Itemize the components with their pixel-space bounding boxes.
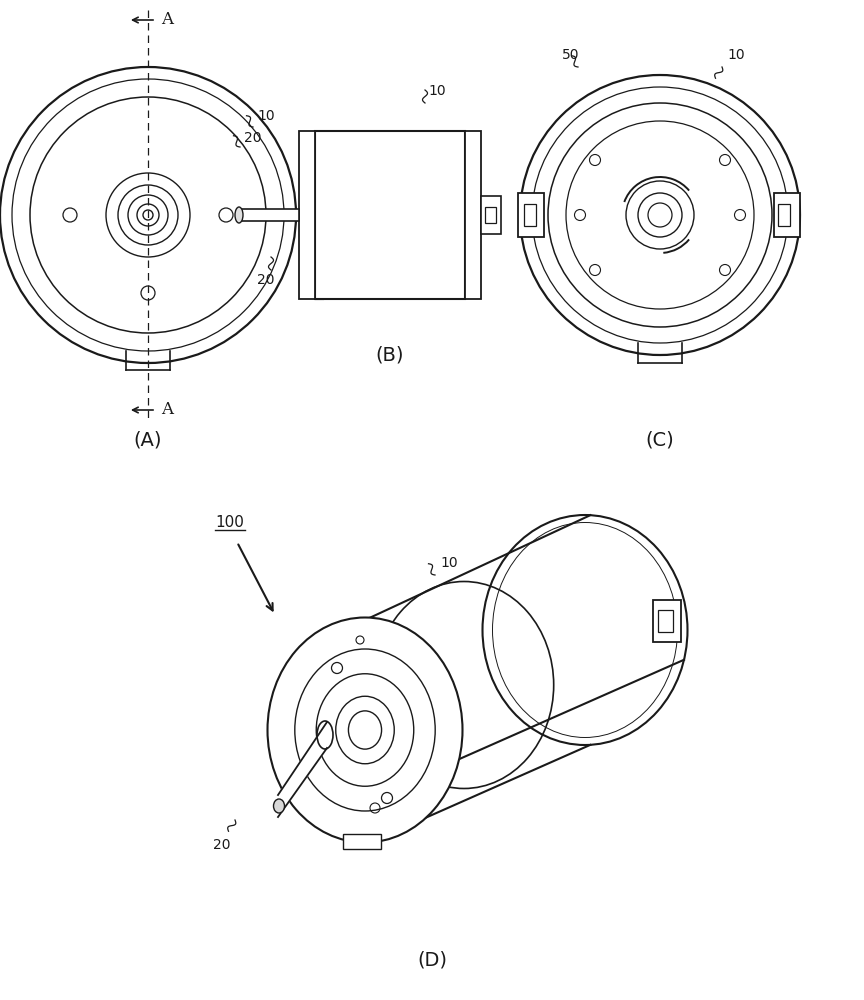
Text: (B): (B): [376, 346, 404, 364]
Bar: [465, 131, 481, 299]
Ellipse shape: [274, 799, 284, 813]
Text: 20: 20: [244, 131, 262, 145]
Text: 50: 50: [562, 48, 580, 62]
Bar: [299, 131, 315, 299]
Text: (C): (C): [645, 430, 675, 450]
Text: 10: 10: [727, 48, 745, 62]
Ellipse shape: [235, 207, 243, 223]
Bar: [658, 610, 673, 632]
Bar: [774, 193, 800, 237]
Bar: [485, 207, 496, 223]
Bar: [481, 196, 501, 234]
Text: (A): (A): [134, 430, 162, 450]
Text: A: A: [161, 11, 173, 28]
Ellipse shape: [317, 721, 333, 749]
Text: 100: 100: [215, 515, 244, 530]
Text: A: A: [161, 401, 173, 418]
Text: (D): (D): [417, 950, 447, 970]
Text: 10: 10: [440, 556, 458, 570]
Bar: [778, 204, 790, 226]
Text: 10: 10: [428, 84, 446, 98]
Bar: [653, 600, 681, 642]
Ellipse shape: [268, 617, 462, 842]
Ellipse shape: [482, 515, 688, 745]
Bar: [315, 131, 465, 299]
Bar: [518, 193, 544, 237]
Text: 20: 20: [257, 273, 275, 287]
Text: 10: 10: [257, 109, 275, 123]
Bar: [524, 204, 536, 226]
Polygon shape: [278, 722, 327, 817]
Text: 20: 20: [213, 838, 231, 852]
Bar: [343, 834, 381, 849]
Bar: [239, 209, 299, 221]
